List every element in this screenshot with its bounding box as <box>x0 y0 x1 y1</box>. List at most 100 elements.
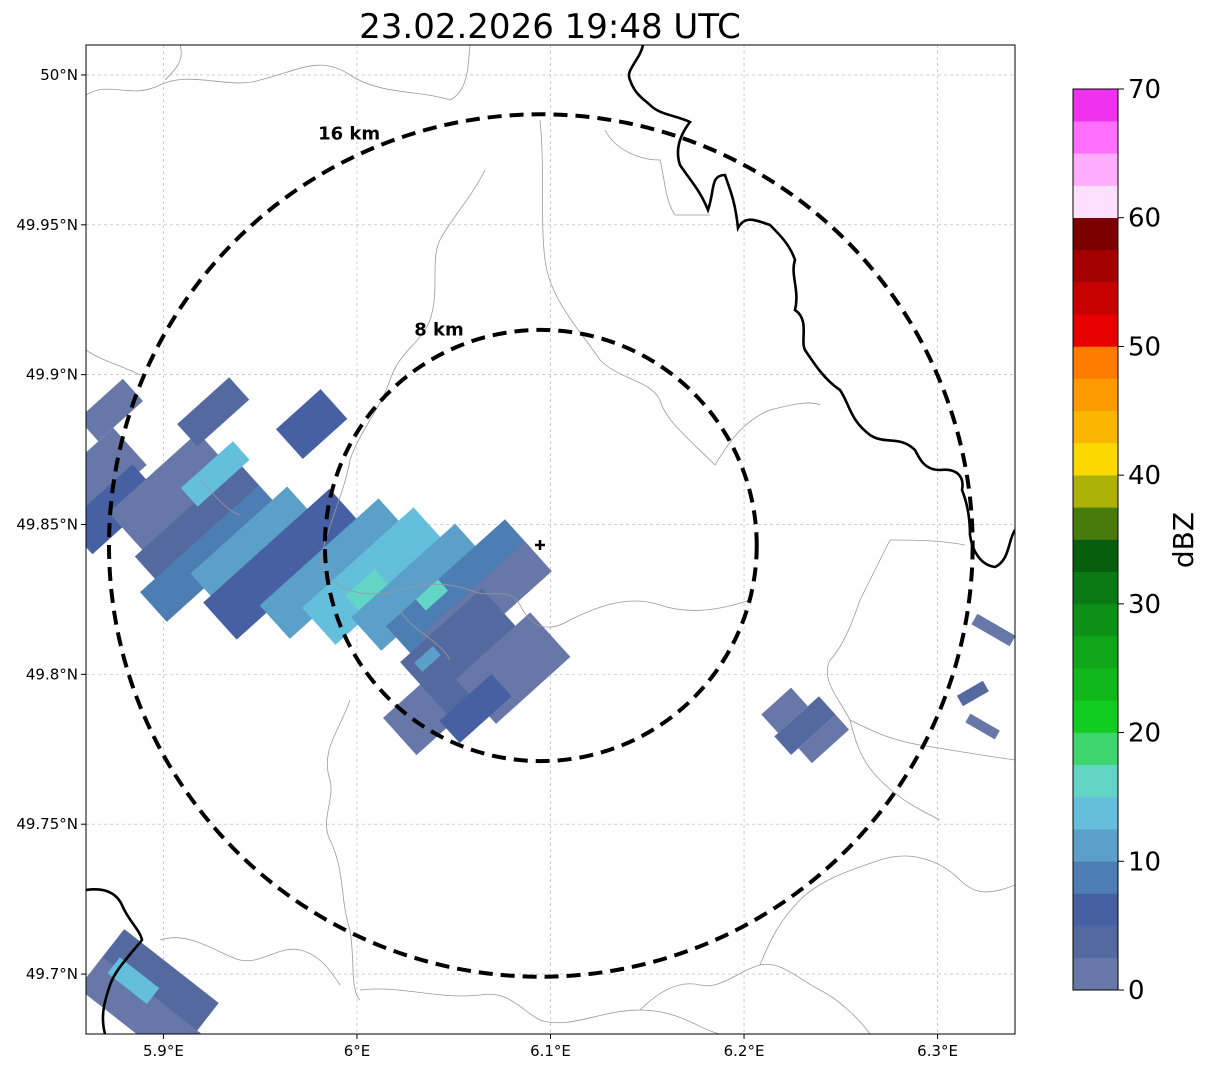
colorbar-cell <box>1073 249 1118 283</box>
y-tick-label: 50°N <box>40 66 78 84</box>
colorbar-cell <box>1073 507 1118 540</box>
x-tick-label: 6.1°E <box>530 1042 571 1060</box>
radar-site-marker[interactable] <box>535 540 545 550</box>
boundary-line <box>319 169 486 561</box>
range-ring-16km <box>106 112 975 979</box>
echo-cell <box>86 378 143 442</box>
colorbar-cell <box>1073 475 1118 508</box>
y-tick-label: 49.9°N <box>26 366 78 384</box>
border-line <box>627 45 1015 569</box>
border-line <box>86 888 144 1034</box>
boundary-line <box>164 45 182 81</box>
echo-cell <box>108 432 239 558</box>
echo-cell <box>134 462 273 594</box>
range-ring-labels: 16 km 8 km <box>318 123 464 340</box>
boundary-line <box>86 45 471 101</box>
colorbar-tick-label: 0 <box>1128 976 1145 1006</box>
colorbar-cells <box>1073 89 1118 991</box>
colorbar-cell <box>1073 603 1118 637</box>
y-tick-label: 49.85°N <box>16 516 78 534</box>
colorbar-cell <box>1073 925 1118 959</box>
range-ring-label: 8 km <box>414 319 464 340</box>
colorbar-cell <box>1073 410 1118 444</box>
colorbar-cell <box>1073 732 1118 766</box>
map-axes[interactable]: 5.9°E 6°E 6.1°E 6.2°E 6.3°E 50°N 49.95°N 49.9°… <box>4 44 1016 1069</box>
echo-cell <box>345 569 389 611</box>
echo-cell <box>86 956 213 1034</box>
echo-cell <box>774 696 836 755</box>
echo-cell <box>107 957 160 1004</box>
colorbar-cell <box>1073 89 1118 122</box>
colorbar-cell <box>1073 796 1118 830</box>
colorbar-cell <box>1073 571 1118 605</box>
colorbar-cell <box>1073 668 1118 701</box>
boundary-line <box>889 539 966 546</box>
national-borders <box>86 45 1015 1034</box>
echo-cell <box>971 613 1015 647</box>
y-tick-label: 49.8°N <box>26 665 78 683</box>
echo-cell <box>177 377 250 447</box>
echo-cell <box>386 519 532 656</box>
colorbar-cell <box>1073 636 1118 669</box>
y-tick-label: 49.75°N <box>16 815 78 833</box>
boundary-line <box>159 937 341 986</box>
colorbar-cell <box>1073 829 1118 862</box>
x-tick-label: 6°E <box>344 1042 371 1060</box>
colorbar-tick-label: 50 <box>1128 332 1161 362</box>
colorbar-cell <box>1073 121 1118 154</box>
colorbar-tick-label: 70 <box>1128 75 1161 105</box>
echo-cell <box>4 446 75 516</box>
boundary-line <box>399 609 451 661</box>
colorbar-cell <box>1073 153 1118 186</box>
reflectivity-echoes-east <box>761 687 850 764</box>
boundary-line <box>849 719 1015 761</box>
boundary-line <box>319 559 751 628</box>
boundary-line <box>199 479 241 516</box>
colorbar-ticks: 0 10 20 30 40 50 60 70 <box>1118 75 1161 1006</box>
y-tick-label: 49.95°N <box>16 216 78 234</box>
echo-cell <box>400 588 529 715</box>
colorbar: 0 10 20 30 40 50 60 70 dBZ <box>1072 75 1200 1006</box>
echo-cell <box>351 523 486 651</box>
range-ring-8km <box>322 327 759 764</box>
range-ring-label: 16 km <box>318 123 380 144</box>
x-tick-label: 5.9°E <box>143 1042 184 1060</box>
echo-cell <box>761 687 808 734</box>
x-tick-label: 6.2°E <box>724 1042 765 1060</box>
boundary-line <box>759 855 1015 966</box>
echo-cell <box>439 674 512 744</box>
boundary-line <box>604 129 710 216</box>
echo-cell <box>180 441 250 507</box>
reflectivity-echoes-far-east <box>956 613 1015 740</box>
colorbar-tick-label: 10 <box>1128 847 1161 877</box>
colorbar-label: dBZ <box>1167 512 1200 568</box>
colorbar-cell <box>1073 217 1118 251</box>
colorbar-cell <box>1073 442 1118 476</box>
echo-cell <box>203 488 363 640</box>
echo-cell <box>275 389 348 460</box>
y-tick-label: 49.7°N <box>26 965 78 983</box>
colorbar-tick-label: 30 <box>1128 590 1161 620</box>
echo-cell <box>956 680 989 707</box>
echo-cell <box>414 646 441 672</box>
echo-cell <box>965 713 1000 740</box>
colorbar-cell <box>1073 957 1118 991</box>
colorbar-cell <box>1073 893 1118 926</box>
colorbar-cell <box>1073 378 1118 412</box>
boundary-line <box>326 699 361 1001</box>
boundary-line <box>539 119 716 466</box>
colorbar-cell <box>1073 861 1118 894</box>
x-axis-ticks: 5.9°E 6°E 6.1°E 6.2°E 6.3°E <box>143 1034 958 1060</box>
colorbar-tick-label: 60 <box>1128 204 1161 234</box>
boundary-line <box>86 349 141 376</box>
echo-cell <box>190 486 314 604</box>
echo-cell <box>798 714 850 764</box>
y-axis-ticks: 50°N 49.95°N 49.9°N 49.85°N 49.8°N 49.75°N 49.… <box>16 66 86 983</box>
colorbar-cell <box>1073 346 1118 379</box>
boundary-line <box>826 539 941 821</box>
colorbar-frame <box>1072 88 1119 991</box>
colorbar-tick-label: 40 <box>1128 461 1161 491</box>
range-rings <box>106 112 975 979</box>
map-title: 23.02.2026 19:48 UTC <box>359 7 741 47</box>
